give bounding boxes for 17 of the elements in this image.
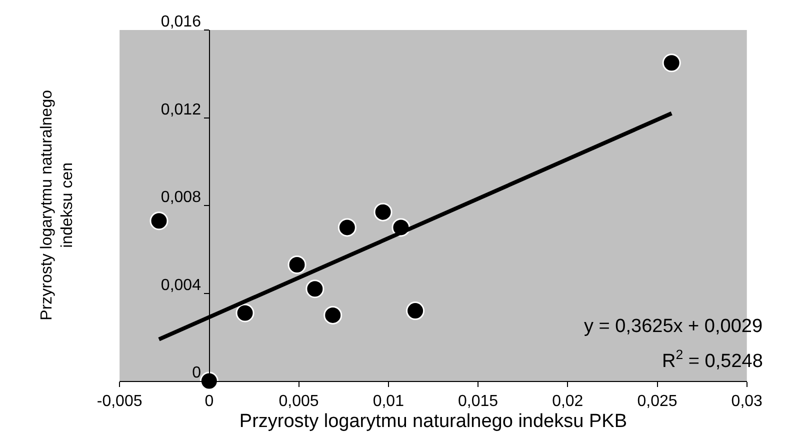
x-tick-label: 0,025 bbox=[637, 393, 678, 410]
x-tick-label: 0,03 bbox=[731, 393, 763, 410]
y-tick-label: 0,004 bbox=[160, 276, 202, 294]
annotation: y = 0,3625x + 0,0029 bbox=[584, 316, 763, 337]
y-tick-label: 0,008 bbox=[160, 189, 202, 206]
y-tick-label: 0,016 bbox=[160, 14, 202, 31]
x-tick-label: 0 bbox=[204, 393, 214, 410]
x-tick-label: 0,02 bbox=[552, 393, 584, 410]
y-tick-label: 0 bbox=[192, 364, 202, 382]
y-axis-title: Przyrosty logarytmu naturalnego indeksu cen bbox=[38, 90, 76, 320]
x-tick-label: 0,005 bbox=[278, 393, 319, 410]
x-tick-label: 0,01 bbox=[372, 393, 404, 410]
y-tick-label: 0,012 bbox=[160, 101, 202, 118]
x-axis-title: Przyrosty logarytmu naturalnego indeksu PKB bbox=[239, 411, 628, 432]
annotation: R$^{2}$ = 0,5248 bbox=[662, 347, 763, 372]
x-tick-label: -0,005 bbox=[96, 393, 142, 410]
x-tick-label: 0,015 bbox=[458, 393, 498, 410]
